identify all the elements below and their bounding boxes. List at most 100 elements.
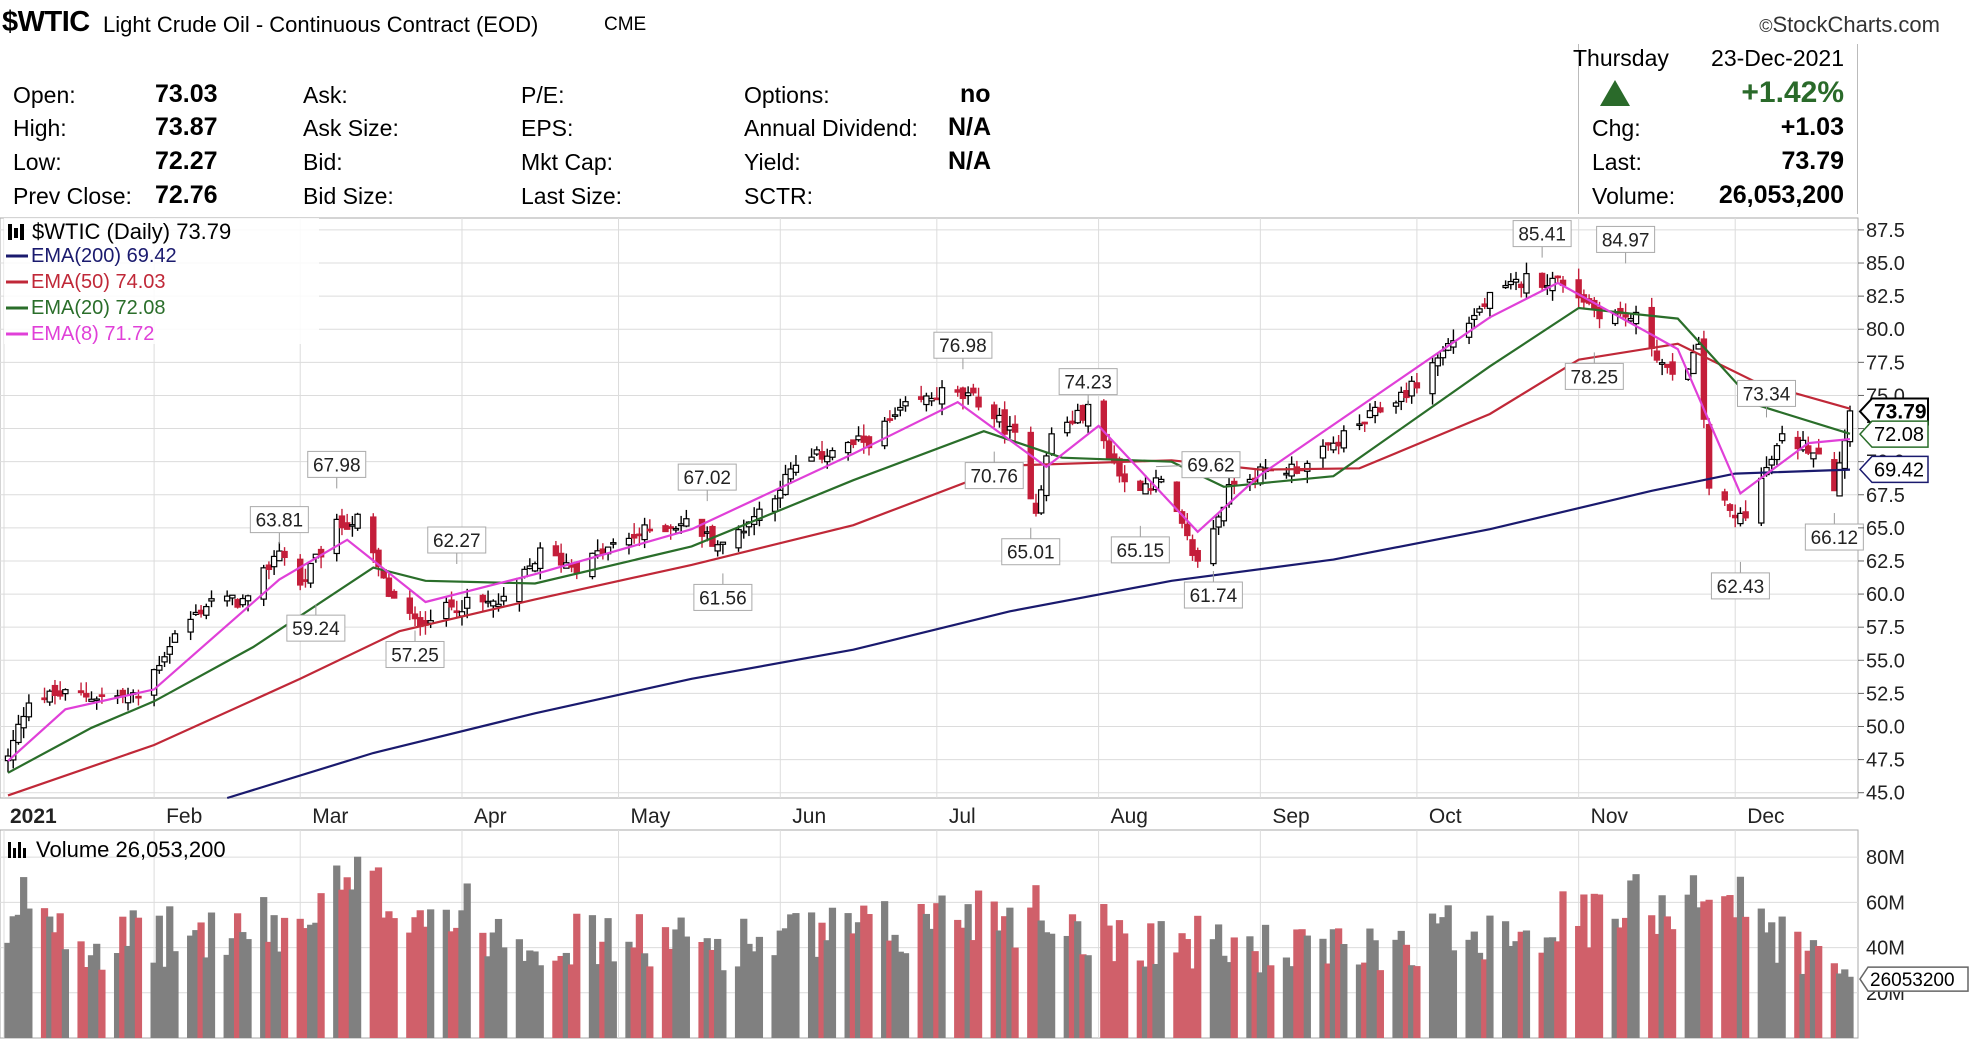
volume-bar: [807, 912, 816, 1038]
volume-bar: [489, 932, 497, 1038]
annotation-label: 62.27: [433, 531, 481, 552]
volume-bar: [9, 916, 17, 1038]
volume-bar: [380, 917, 388, 1038]
volume-bar: [594, 964, 602, 1038]
volume-bar: [1731, 917, 1739, 1038]
volume-bar: [1225, 962, 1233, 1038]
candle-body: [714, 544, 721, 552]
volume-bar: [1554, 941, 1562, 1038]
volume-bar: [698, 941, 706, 1038]
bid-label: Bid:: [303, 149, 343, 175]
volume-bar: [1668, 929, 1677, 1038]
volume-bar: [1705, 899, 1713, 1038]
volume-bar: [1079, 954, 1087, 1038]
candle-body: [1841, 440, 1848, 470]
candle-body: [1523, 273, 1530, 294]
candle-body: [333, 518, 340, 555]
candle-body: [865, 436, 873, 449]
candle-body: [307, 562, 314, 584]
volume-bar: [406, 932, 414, 1038]
price-tag: 72.08: [1858, 420, 1929, 448]
candle-body: [93, 698, 100, 702]
x-tick-label: Feb: [166, 805, 202, 828]
y-tick-label: 77.5: [1866, 352, 1905, 374]
volume-bar: [682, 936, 690, 1038]
candle-body: [1836, 462, 1843, 497]
volume-bar: [520, 960, 529, 1038]
brand-logo[interactable]: ©StockCharts.com: [1759, 12, 1940, 38]
volume-bar: [515, 939, 523, 1038]
annotation-label: 69.62: [1187, 456, 1235, 477]
y-tick-label: 52.5: [1866, 683, 1905, 705]
volume-bar: [155, 915, 163, 1038]
volume-bar: [1288, 966, 1296, 1038]
candle-body: [970, 387, 977, 394]
volume-bars: [4, 856, 1854, 1038]
volume-bar: [369, 870, 377, 1038]
candle-body: [1079, 404, 1087, 421]
volume-bar: [1329, 929, 1338, 1038]
prev-close-label: Prev Close:: [13, 183, 132, 209]
volume-bar: [1324, 963, 1332, 1038]
candle-body: [1512, 278, 1520, 283]
candle-body: [1319, 445, 1327, 459]
volume-bar: [260, 897, 268, 1038]
volume-bar: [667, 948, 675, 1038]
ask-label: Ask:: [303, 82, 348, 108]
candle-body: [672, 527, 680, 531]
volume-bar: [1559, 891, 1567, 1038]
candle-body: [1554, 275, 1561, 279]
candle-body: [923, 395, 930, 406]
volume-bar: [1194, 915, 1202, 1038]
volume-bar: [969, 940, 977, 1038]
candle-body: [698, 518, 706, 537]
candle-body: [354, 513, 361, 529]
volume-bar: [1501, 921, 1510, 1038]
annotation-label: 67.02: [683, 468, 731, 489]
candle-body: [1215, 516, 1222, 528]
dividend-value: N/A: [948, 113, 992, 141]
volume-bar: [1486, 915, 1494, 1038]
annotation-box: [1001, 538, 1061, 566]
candle-body: [223, 595, 231, 602]
candle-body: [1773, 445, 1781, 461]
volume-bar: [1371, 940, 1379, 1038]
x-tick-label: Dec: [1747, 805, 1784, 828]
volume-bar: [98, 969, 106, 1038]
candle-body: [1664, 363, 1671, 368]
volume-y-tick-label: 40M: [1866, 938, 1905, 960]
candle-body: [62, 689, 69, 695]
candle-body: [203, 605, 210, 616]
candle-body: [824, 455, 831, 463]
volume-bar: [776, 930, 784, 1038]
volume-bar: [1580, 894, 1588, 1038]
volume-icon: [8, 842, 11, 858]
candle-body: [1768, 458, 1775, 466]
x-tick-label: May: [631, 805, 671, 828]
volume-bar: [828, 907, 837, 1038]
volume-bar: [1366, 928, 1374, 1038]
volume-bar: [1188, 968, 1197, 1038]
volume-bar: [1084, 955, 1092, 1038]
volume-icon: [23, 848, 26, 858]
candle-body: [1538, 272, 1546, 288]
volume-bar: [1298, 929, 1306, 1038]
candle-body: [1189, 539, 1196, 556]
volume-bar: [1319, 938, 1327, 1038]
candle-body: [88, 698, 95, 702]
y-tick-label: 60.0: [1866, 584, 1905, 606]
volume-bar: [197, 922, 205, 1038]
candle-body: [1721, 491, 1728, 501]
volume-bar: [1183, 939, 1191, 1038]
candle-body: [234, 599, 241, 608]
candle-body: [787, 468, 794, 480]
volume-bar: [1658, 895, 1666, 1038]
candle-body: [349, 524, 356, 527]
brand-text: StockCharts.com: [1772, 12, 1941, 37]
candle-body: [1194, 550, 1201, 562]
candle-body: [1726, 504, 1734, 511]
annotation-box: [1710, 572, 1770, 600]
candle-body: [150, 669, 158, 696]
volume-bar: [677, 917, 685, 1038]
